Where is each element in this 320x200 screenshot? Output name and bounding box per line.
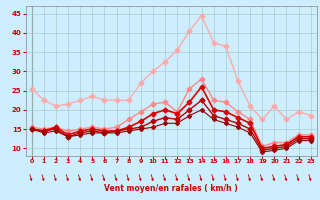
X-axis label: Vent moyen/en rafales ( km/h ): Vent moyen/en rafales ( km/h ) [104, 184, 238, 193]
